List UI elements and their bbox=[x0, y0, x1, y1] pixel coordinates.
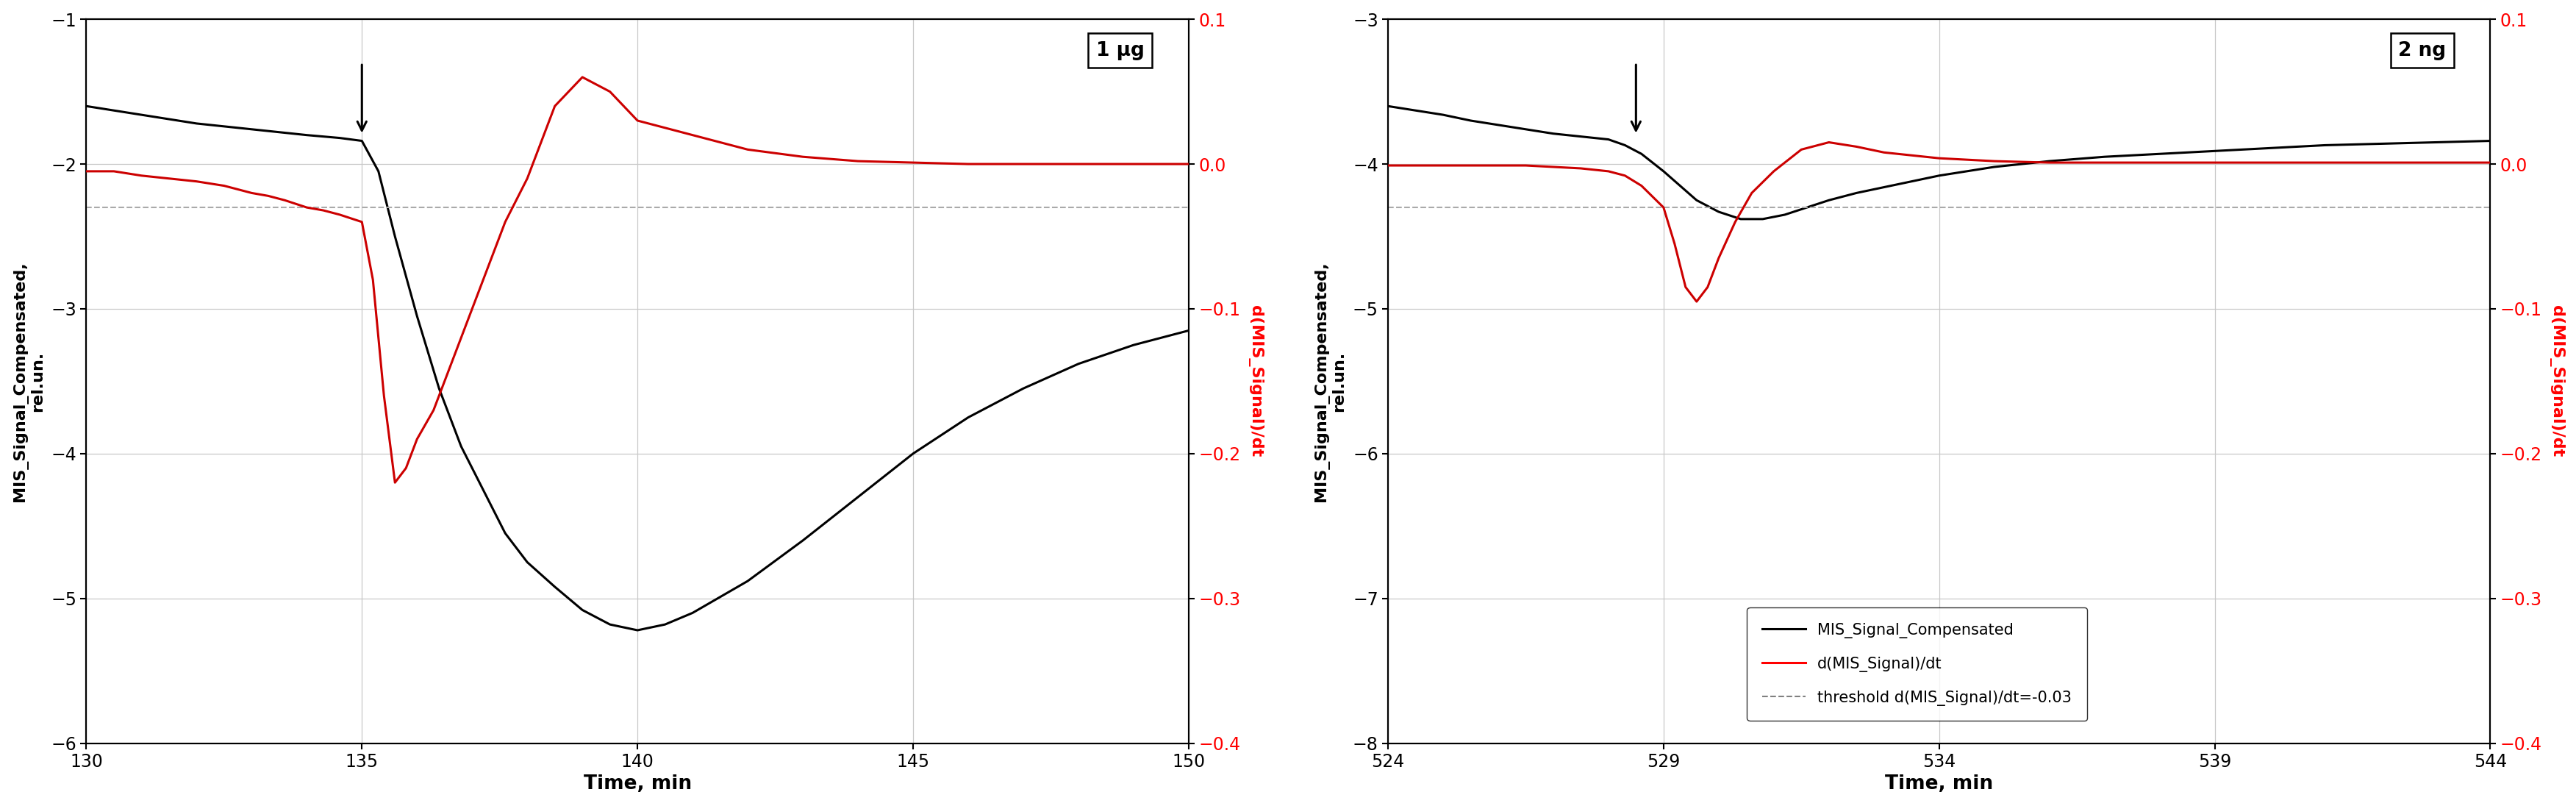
Text: 2 ng: 2 ng bbox=[2398, 41, 2445, 60]
Y-axis label: d(MIS_Signal)/dt: d(MIS_Signal)/dt bbox=[2548, 305, 2563, 457]
X-axis label: Time, min: Time, min bbox=[582, 775, 690, 794]
Y-axis label: MIS_Signal_Compensated,
rel.un.: MIS_Signal_Compensated, rel.un. bbox=[1314, 261, 1347, 501]
Y-axis label: d(MIS_Signal)/dt: d(MIS_Signal)/dt bbox=[1247, 305, 1262, 457]
Y-axis label: MIS_Signal_Compensated,
rel.un.: MIS_Signal_Compensated, rel.un. bbox=[13, 261, 44, 501]
Legend: MIS_Signal_Compensated, d(MIS_Signal)/dt, threshold d(MIS_Signal)/dt=-0.03: MIS_Signal_Compensated, d(MIS_Signal)/dt… bbox=[1747, 607, 2087, 721]
X-axis label: Time, min: Time, min bbox=[1886, 775, 1994, 794]
Text: 1 μg: 1 μg bbox=[1095, 41, 1144, 60]
